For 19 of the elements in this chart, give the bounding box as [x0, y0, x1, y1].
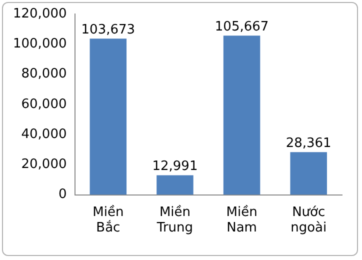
data-label: 103,673	[81, 22, 136, 38]
bar	[156, 175, 194, 195]
y-tick-label: 80,000	[21, 66, 67, 82]
bar	[223, 36, 260, 195]
y-tick-label: 40,000	[21, 126, 67, 142]
y-tick-label: 60,000	[21, 96, 67, 112]
bar	[290, 152, 327, 195]
data-label: 28,361	[286, 136, 332, 151]
data-label: 12,991	[152, 159, 198, 174]
y-tick-label: 20,000	[21, 157, 67, 172]
y-tick-label: 0	[58, 187, 67, 202]
y-tick-label: 100,000	[12, 36, 67, 52]
y-tick-label: 120,000	[12, 6, 67, 22]
x-tick-label: Nước ngoài	[290, 204, 327, 236]
x-tick-label: Miền Nam	[226, 204, 258, 236]
x-tick-label: Miền Trung	[156, 204, 194, 236]
data-label: 105,667	[214, 19, 269, 34]
bar	[90, 38, 127, 195]
x-tick-label: Miền Bắc	[92, 204, 124, 236]
